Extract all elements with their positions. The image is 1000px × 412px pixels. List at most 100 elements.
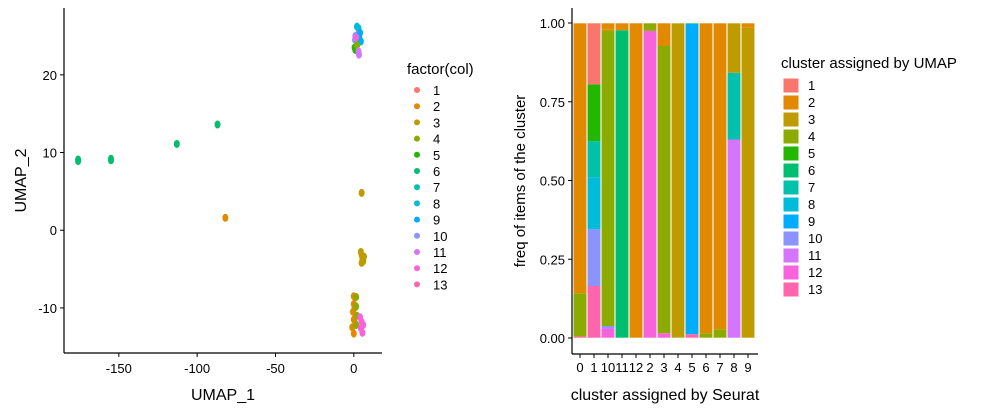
scatter-point <box>75 155 82 164</box>
bar-segment <box>587 177 601 230</box>
legend-key <box>782 213 800 230</box>
legend-key <box>782 145 800 162</box>
scatter-point <box>360 252 367 261</box>
bar-segment <box>657 333 671 338</box>
legend-label: 8 <box>433 196 440 211</box>
legend-label: 5 <box>808 146 815 161</box>
legend-label: 1 <box>433 83 440 98</box>
scatter-point <box>350 329 357 338</box>
bar-outline <box>656 22 672 339</box>
y-axis-label: UMAP_2 <box>13 148 30 212</box>
legend-label: 7 <box>808 180 815 195</box>
legend-label: 6 <box>808 163 815 178</box>
bar-outline <box>628 22 644 339</box>
x-axis-label: cluster assigned by Seurat <box>571 387 760 404</box>
bar-segment <box>615 23 629 31</box>
bar-segment <box>741 27 755 338</box>
legend-label: 12 <box>808 265 822 280</box>
scatter-point <box>353 321 360 330</box>
bar-segment <box>643 23 657 31</box>
umap-scatter-plot: -150 -100 -50 0-1001020UMAP_1UMAP_2factor(c… <box>13 8 474 404</box>
legend-title: cluster assigned by UMAP <box>781 55 957 72</box>
x-tick-label: 1 <box>590 360 597 375</box>
x-tick-label: 5 <box>688 360 695 375</box>
legend-key <box>414 168 420 174</box>
legend-label: 11 <box>433 245 447 260</box>
x-tick-label: 7 <box>716 360 723 375</box>
bar-segment <box>573 23 587 294</box>
bar-segment <box>587 84 601 142</box>
legend-key <box>414 151 420 158</box>
legend-key <box>414 87 420 93</box>
bar-outline <box>642 22 658 339</box>
legend-key <box>414 184 420 191</box>
bar-outline <box>684 22 700 339</box>
bar-segment <box>573 293 587 337</box>
bar-outline <box>670 22 686 339</box>
legend-label: 1 <box>808 78 815 93</box>
x-tick-label: 12 <box>629 360 643 375</box>
y-tick-label: 20 <box>43 68 57 83</box>
legend-key <box>414 281 420 288</box>
legend-label: 8 <box>808 197 815 212</box>
x-tick-label: 8 <box>730 360 737 375</box>
scatter-point <box>353 33 360 42</box>
bar-segment <box>601 29 615 32</box>
bar-segment <box>657 23 671 46</box>
bar-segment <box>601 326 615 329</box>
legend-label: 4 <box>808 129 815 144</box>
bar-segment <box>685 334 699 338</box>
x-tick-label: 6 <box>702 360 709 375</box>
legend-key <box>414 249 420 255</box>
x-tick-label: 11 <box>615 360 629 375</box>
bar-segment <box>643 30 657 338</box>
legend-key <box>414 103 420 110</box>
legend-label: 2 <box>433 99 440 114</box>
bar-segment <box>741 23 755 28</box>
x-tick-label: 0 <box>576 360 583 375</box>
scatter-point <box>358 188 365 197</box>
bar-segment <box>713 329 727 338</box>
stacked-bar-chart: 0 1 10 11 12 2 3 4 5 6 7 8 90.000.250.500.751.00clus… <box>512 8 957 404</box>
legend-key <box>414 216 420 223</box>
bar-outline <box>614 22 630 339</box>
scatter-point <box>353 41 360 50</box>
scatter-point <box>222 213 229 222</box>
scatter-point <box>353 302 360 311</box>
bar-outline <box>586 22 602 339</box>
x-axis-label: UMAP_1 <box>191 387 255 404</box>
bar-segment <box>685 23 699 335</box>
bar-segment <box>657 45 671 334</box>
y-tick-label: 10 <box>43 146 57 161</box>
x-tick-label: 3 <box>660 360 667 375</box>
legend-key <box>414 135 420 142</box>
legend-label: 3 <box>433 115 440 130</box>
legend-label: 10 <box>433 229 447 244</box>
x-tick-label: 9 <box>744 360 751 375</box>
legend-label: 10 <box>808 231 822 246</box>
legend-key <box>782 77 800 94</box>
legend-key <box>782 264 800 281</box>
legend-key <box>782 247 800 264</box>
bar-outline <box>740 22 756 339</box>
y-tick-label: 0.25 <box>540 252 565 267</box>
bar-segment <box>699 333 713 338</box>
legend-key <box>782 162 800 179</box>
legend-label: 13 <box>433 277 447 292</box>
bar-outline <box>726 22 742 339</box>
legend-key <box>782 128 800 145</box>
x-tick-label: -150 <box>106 361 132 376</box>
legend-key <box>414 200 420 207</box>
legend-key <box>782 281 800 298</box>
bar-segment <box>671 337 685 338</box>
scatter-point <box>214 120 221 129</box>
legend-key <box>414 232 420 239</box>
x-tick-label: 2 <box>646 360 653 375</box>
y-tick-label: 0.00 <box>540 331 565 346</box>
legend-label: 6 <box>433 164 440 179</box>
bar-segment <box>699 23 713 334</box>
y-tick-label: 0 <box>50 223 57 238</box>
x-tick-label: 10 <box>601 360 615 375</box>
bar-segment <box>671 23 685 338</box>
